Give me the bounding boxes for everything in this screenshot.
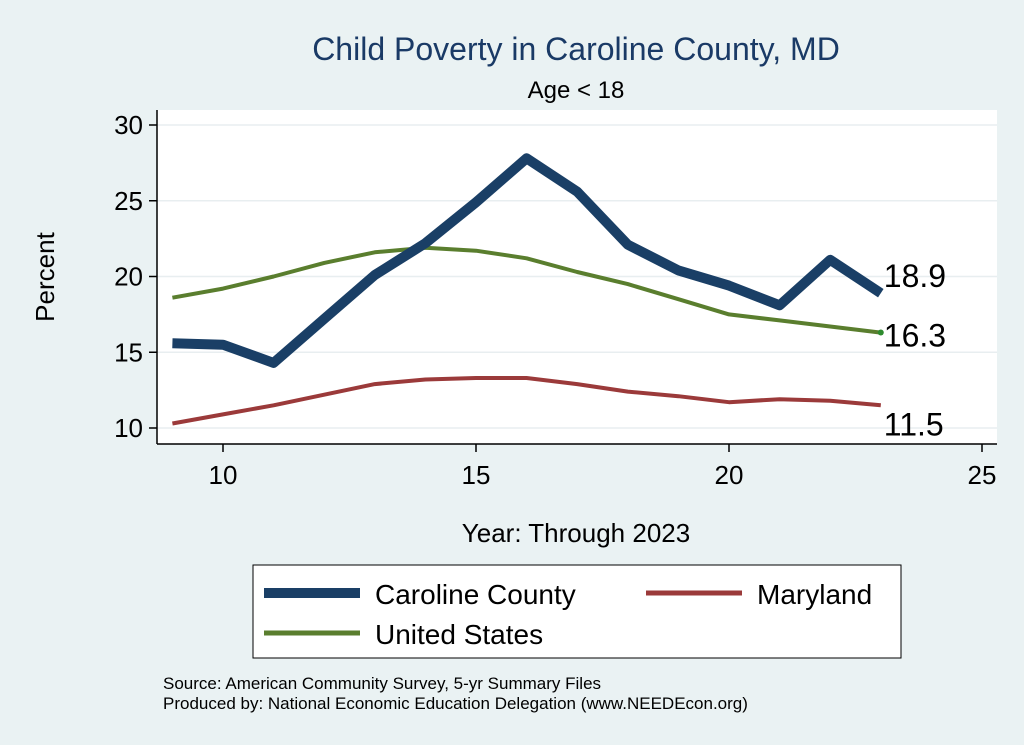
y-axis-label: Percent [30,231,60,321]
y-tick-label: 20 [114,262,143,292]
end-label-caroline-county: 18.9 [884,258,946,294]
source-note: Source: American Community Survey, 5-yr … [163,674,601,693]
y-tick-label: 30 [114,110,143,140]
series-line-united-states [172,245,882,335]
us-endpoint-marker [877,329,884,336]
legend-label-united-states: United States [375,619,543,650]
chart-subtitle: Age < 18 [528,77,625,104]
legend-label-caroline-county: Caroline County [375,579,576,610]
x-axis-label: Year: Through 2023 [462,518,690,548]
x-tick-label: 15 [462,460,491,490]
series-line-maryland [172,376,881,426]
axes: 10 15 20 25 30 10 15 20 25 [114,110,997,490]
x-tick-label: 10 [209,460,238,490]
series-lines [172,153,884,426]
x-tick-label: 20 [715,460,744,490]
end-labels: 11.5 16.3 18.9 [877,258,946,442]
y-tick-label: 10 [114,413,143,443]
legend-label-maryland: Maryland [757,579,872,610]
series-line-caroline-county [172,153,884,368]
y-tick-label: 25 [114,186,143,216]
chart-title: Child Poverty in Caroline County, MD [312,31,840,67]
x-tick-label: 25 [968,460,997,490]
legend-box [252,564,902,659]
end-label-united-states: 16.3 [884,318,946,354]
producer-note: Produced by: National Economic Education… [163,694,748,713]
legend: Caroline County Maryland United States [252,564,902,659]
y-tick-label: 15 [114,337,143,367]
end-label-maryland: 11.5 [884,406,944,442]
